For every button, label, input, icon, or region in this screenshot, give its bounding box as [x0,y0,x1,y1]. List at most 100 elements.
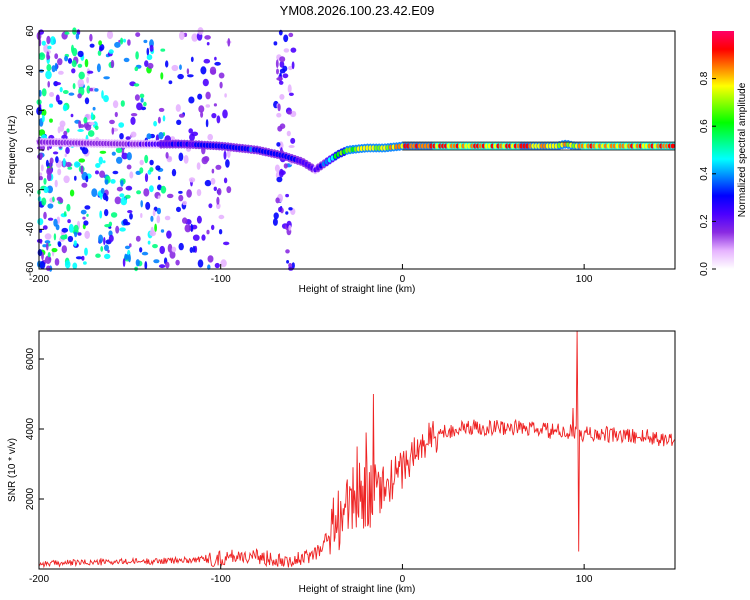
spectrogram-noise-blob [66,128,70,133]
spectrogram-noise-blob [160,229,165,233]
spectrogram-noise-blob [123,38,126,43]
spectrogram-noise-blob [77,129,84,132]
spectrogram-noise-blob [100,187,105,194]
spectrogram-noise-blob [279,168,284,178]
spectrogram-noise-blob [223,177,228,184]
spectrogram-y-tick-label: 60 [25,25,36,37]
spectrogram-noise-blob [158,264,166,269]
spectrogram-noise-blob [279,72,282,77]
spectrogram-noise-blob [201,234,206,241]
spectrogram-noise-blob [67,219,71,224]
colorbar-tick-label: 0.6 [699,119,710,133]
spectrogram-noise-blob [54,258,60,266]
spectrogram-noise-blob [146,133,152,140]
spectrogram-ridge-mark [670,143,675,149]
spectrogram-noise-blob [273,41,278,46]
spectrogram-noise-blob [71,44,74,54]
spectrogram-noise-blob [205,119,209,128]
spectrogram-noise-blob [126,164,132,170]
spectrogram-noise-blob [120,37,124,45]
spectrogram-noise-blob [203,58,211,64]
spectrogram-noise-blob [51,65,56,73]
spectrogram-noise-blob [59,86,63,93]
spectrogram-noise-blob [288,65,293,71]
spectrogram-noise-blob [103,95,109,103]
spectrogram-noise-blob [87,130,95,137]
spectrogram-noise-blob [95,163,101,168]
spectrogram-noise-blob [279,56,286,63]
spectrogram-noise-blob [122,218,128,226]
spectrogram-noise-blob [275,59,279,68]
spectrogram-noise-blob [217,188,222,196]
snr-panel: -200 -100 0 100 2000 4000 6000 Height of stra… [7,330,676,595]
spectrogram-noise-blob [64,55,69,62]
spectrogram-noise-blob [188,177,196,183]
spectrogram-noise-blob [157,175,161,181]
spectrogram-noise-blob [144,60,149,67]
spectrogram-noise-blob [41,114,45,123]
spectrogram-noise-blob [156,215,161,224]
spectrogram-noise-blob [279,94,285,100]
snr-x-tick-label: 0 [400,574,406,585]
spectrogram-noise-blob [65,146,70,155]
spectrogram-noise-blob [210,177,216,185]
spectrogram-noise-blob [149,159,154,166]
spectrogram-noise-blob [120,179,124,187]
spectrogram-noise-blob [276,77,283,81]
spectrogram-noise-blob [47,203,54,209]
spectrogram-noise-blob [210,69,217,75]
spectrogram-noise-blob [36,238,43,243]
spectrogram-noise-blob [46,265,51,272]
spectrogram-noise-blob [214,262,220,269]
spectrogram-noise-blob [178,190,183,194]
spectrogram-noise-blob [99,44,105,51]
snr-y-tick-label: 6000 [25,347,36,370]
spectrogram-noise-blob [103,237,106,245]
spectrogram-noise-blob [87,70,94,74]
spectrogram-noise-blob [197,259,204,268]
spectrogram-noise-blob [63,211,67,217]
spectrogram-noise-blob [190,56,194,62]
spectrogram-noise-blob [158,132,164,140]
spectrogram-noise-blob [47,45,52,50]
spectrogram-noise-blob [37,196,42,202]
spectrogram-noise-blob [182,200,188,206]
spectrogram-noise-blob [198,105,205,113]
snr-series-line [39,330,675,569]
spectrogram-noise-blob [116,186,123,192]
snr-marks [39,330,675,569]
spectrogram-noise-blob [110,59,115,69]
spectrogram-noise-blob [277,103,281,112]
spectrogram-noise-blob [54,53,59,60]
spectrogram-noise-blob [139,167,144,174]
spectrogram-noise-blob [196,162,201,170]
spectrogram-noise-blob [84,205,91,210]
spectrogram-noise-blob [288,145,295,148]
spectrogram-noise-blob [54,62,58,72]
spectrogram-noise-blob [159,245,165,255]
spectrogram-noise-blob [134,66,139,72]
spectrogram-noise-blob [90,112,94,121]
spectrogram-noise-blob [51,248,58,253]
spectrogram-noise-blob [49,92,55,97]
spectrogram-noise-blob [190,223,193,232]
spectrogram-noise-blob [49,103,54,108]
spectrogram-noise-blob [183,155,189,164]
spectrogram-noise-blob [42,244,48,248]
spectrogram-noise-blob [124,245,131,250]
spectrogram-noise-blob [176,119,182,126]
spectrogram-noise-blob [53,233,57,241]
spectrogram-noise-blob [115,147,123,154]
spectrogram-noise-blob [175,104,181,112]
spectrogram-noise-blob [49,118,53,123]
spectrogram-noise-blob [154,223,158,232]
spectrogram-noise-blob [143,188,150,197]
spectrogram-noise-blob [205,104,211,108]
spectrogram-noise-blob [99,170,106,178]
spectrogram-noise-blob [124,194,131,199]
spectrogram-noise-blob [44,233,52,240]
spectrogram-noise-blob [273,212,279,220]
spectrogram-noise-blob [220,259,227,268]
spectrogram-noise-blob [52,196,55,203]
